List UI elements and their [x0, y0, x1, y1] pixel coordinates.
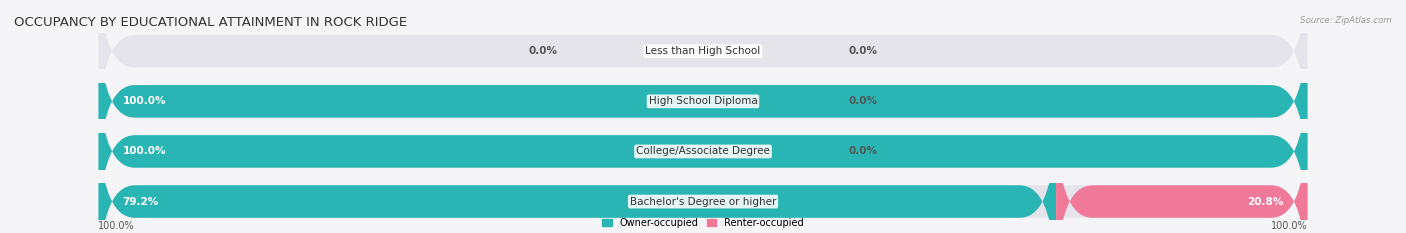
Text: 0.0%: 0.0% — [848, 147, 877, 156]
FancyBboxPatch shape — [98, 110, 1308, 233]
Text: College/Associate Degree: College/Associate Degree — [636, 147, 770, 156]
Text: Bachelor's Degree or higher: Bachelor's Degree or higher — [630, 197, 776, 206]
FancyBboxPatch shape — [98, 0, 1308, 143]
Text: 0.0%: 0.0% — [848, 46, 877, 56]
Text: 20.8%: 20.8% — [1247, 197, 1284, 206]
Text: 0.0%: 0.0% — [848, 96, 877, 106]
Text: High School Diploma: High School Diploma — [648, 96, 758, 106]
Text: 100.0%: 100.0% — [98, 221, 135, 231]
Text: Source: ZipAtlas.com: Source: ZipAtlas.com — [1301, 16, 1392, 25]
Text: OCCUPANCY BY EDUCATIONAL ATTAINMENT IN ROCK RIDGE: OCCUPANCY BY EDUCATIONAL ATTAINMENT IN R… — [14, 16, 408, 29]
FancyBboxPatch shape — [98, 59, 1308, 233]
FancyBboxPatch shape — [1056, 110, 1308, 233]
Text: 100.0%: 100.0% — [1271, 221, 1308, 231]
FancyBboxPatch shape — [98, 110, 1056, 233]
FancyBboxPatch shape — [98, 9, 1308, 193]
Text: Less than High School: Less than High School — [645, 46, 761, 56]
Legend: Owner-occupied, Renter-occupied: Owner-occupied, Renter-occupied — [602, 218, 804, 228]
Text: 100.0%: 100.0% — [122, 147, 166, 156]
Text: 79.2%: 79.2% — [122, 197, 159, 206]
FancyBboxPatch shape — [98, 59, 1308, 233]
FancyBboxPatch shape — [98, 9, 1308, 193]
Text: 0.0%: 0.0% — [529, 46, 558, 56]
Text: 100.0%: 100.0% — [122, 96, 166, 106]
